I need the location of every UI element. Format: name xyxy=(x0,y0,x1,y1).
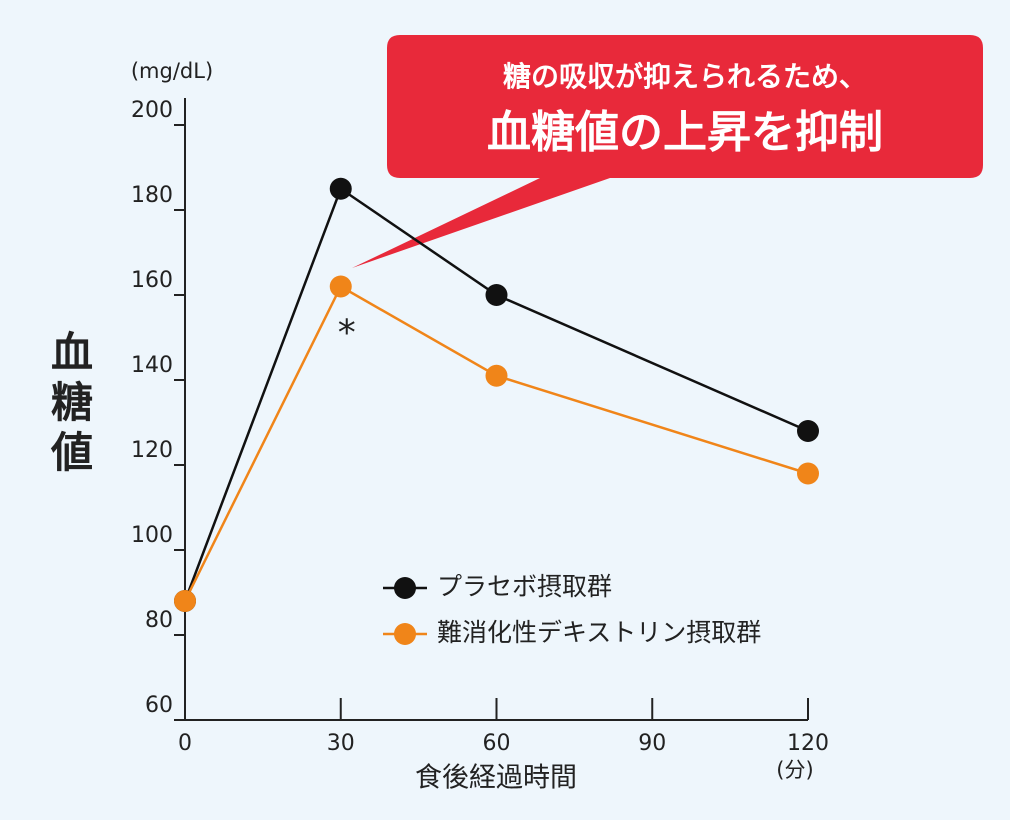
callout-text: 糖の吸収が抑えられるため、 xyxy=(503,60,867,93)
y-tick-label: 160 xyxy=(131,268,173,293)
callout-box xyxy=(352,35,983,268)
y-tick-label: 80 xyxy=(145,608,173,633)
data-point xyxy=(329,177,352,200)
x-tick-label: 90 xyxy=(638,731,666,756)
y-axis-label: 血糖値 xyxy=(45,330,94,480)
y-tick-label: 60 xyxy=(145,693,173,718)
x-unit: (分) xyxy=(776,758,813,782)
data-point xyxy=(329,275,352,298)
data-point xyxy=(485,284,508,306)
data-point xyxy=(174,590,196,612)
y-tick-label: 180 xyxy=(131,183,173,208)
y-unit: (mg/dL) xyxy=(131,59,213,83)
x-tick-label: 30 xyxy=(327,731,355,756)
x-tick-label: 0 xyxy=(178,731,192,756)
significance-marker: * xyxy=(338,313,356,354)
series-line xyxy=(183,186,809,602)
x-axis-label: 食後経過時間 xyxy=(415,763,577,794)
series-line xyxy=(183,284,809,602)
y-tick-label: 200 xyxy=(131,98,173,123)
legend-label: 難消化性デキストリン摂取群 xyxy=(437,618,761,647)
x-tick-label: 60 xyxy=(483,731,511,756)
data-point xyxy=(485,364,508,387)
legend-label: プラセボ摂取群 xyxy=(437,572,612,601)
legend-marker xyxy=(394,577,416,599)
y-tick-label: 140 xyxy=(131,353,173,378)
callout-title: 血糖値の上昇を抑制 xyxy=(487,107,883,158)
legend-marker xyxy=(394,623,416,645)
x-tick-label: 120 xyxy=(787,731,829,756)
y-tick-label: 100 xyxy=(131,523,173,548)
data-point xyxy=(797,420,819,442)
y-tick-label: 120 xyxy=(131,438,173,463)
data-point xyxy=(797,462,819,485)
